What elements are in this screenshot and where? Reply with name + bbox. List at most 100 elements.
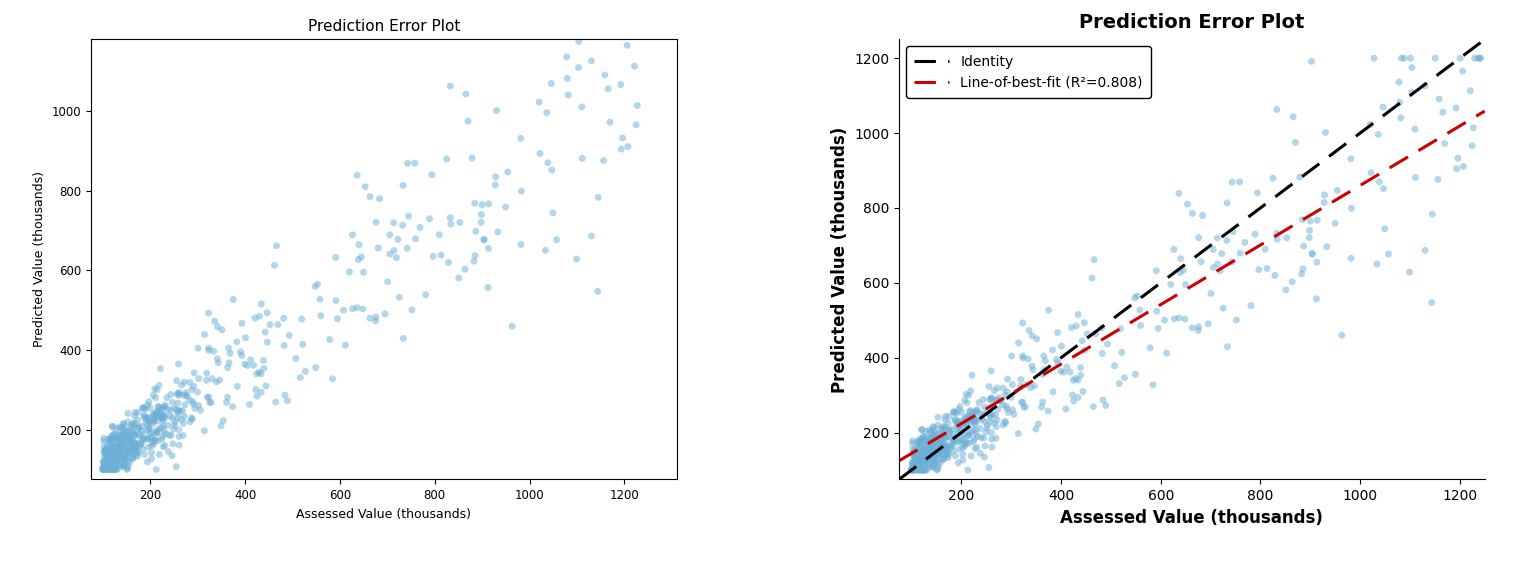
Point: [205, 377, 229, 386]
Point: [997, 408, 1021, 417]
Point: [111, 460, 135, 469]
Point: [126, 448, 150, 457]
Point: [917, 438, 941, 447]
Point: [486, 227, 511, 236]
Point: [333, 341, 358, 350]
Point: [911, 453, 935, 462]
Point: [233, 360, 258, 369]
Point: [1123, 370, 1147, 379]
Point: [120, 437, 144, 446]
Point: [986, 393, 1011, 402]
Point: [953, 430, 977, 439]
Point: [956, 415, 980, 424]
Point: [318, 335, 342, 344]
Point: [118, 434, 142, 443]
Point: [1053, 404, 1077, 413]
Point: [900, 463, 924, 472]
Point: [953, 396, 977, 405]
Point: [217, 359, 241, 368]
Point: [586, 193, 611, 202]
Point: [153, 429, 177, 438]
Point: [991, 384, 1015, 393]
Point: [609, 80, 633, 89]
Point: [900, 439, 924, 448]
Point: [1274, 285, 1298, 294]
Point: [126, 424, 150, 433]
Point: [429, 250, 453, 259]
Point: [127, 430, 152, 439]
Point: [168, 406, 192, 415]
Point: [132, 411, 156, 420]
Point: [544, 235, 568, 244]
Point: [124, 450, 148, 459]
Point: [224, 337, 248, 346]
Point: [926, 430, 950, 439]
Point: [500, 321, 524, 331]
Point: [162, 417, 186, 426]
Point: [930, 443, 954, 452]
Point: [953, 415, 977, 424]
Point: [121, 450, 145, 459]
Point: [105, 447, 129, 456]
Point: [111, 428, 135, 437]
Point: [911, 465, 935, 474]
Point: [103, 453, 127, 462]
Point: [904, 443, 929, 452]
Point: [1206, 259, 1230, 268]
Point: [188, 406, 212, 415]
Point: [147, 410, 171, 419]
Point: [158, 430, 182, 439]
Point: [1000, 380, 1024, 389]
Point: [912, 460, 936, 469]
Point: [102, 443, 126, 452]
Point: [1274, 233, 1298, 243]
Point: [1036, 407, 1060, 416]
Point: [98, 465, 123, 474]
Point: [118, 458, 142, 467]
Point: [112, 461, 136, 470]
Point: [400, 305, 424, 314]
Point: [903, 462, 927, 472]
Point: [1242, 230, 1267, 239]
Point: [1430, 108, 1454, 117]
Point: [167, 389, 191, 398]
Point: [950, 443, 974, 452]
Point: [970, 415, 994, 424]
Point: [265, 241, 289, 250]
Point: [1220, 258, 1244, 267]
Point: [1195, 319, 1220, 328]
Point: [123, 441, 147, 450]
Point: [923, 456, 947, 465]
Point: [162, 404, 186, 413]
Point: [556, 91, 580, 100]
Point: [245, 391, 270, 400]
Point: [923, 452, 947, 461]
Point: [162, 421, 186, 430]
Point: [929, 424, 953, 433]
Point: [967, 398, 991, 407]
Point: [948, 420, 973, 429]
Point: [1030, 402, 1054, 411]
Point: [92, 465, 117, 474]
Point: [98, 432, 123, 441]
Point: [1009, 375, 1033, 384]
Point: [145, 428, 170, 437]
Point: [932, 431, 956, 440]
Point: [1288, 173, 1312, 182]
Point: [476, 283, 500, 292]
Point: [97, 460, 121, 469]
Point: [117, 434, 141, 443]
Point: [1215, 199, 1239, 208]
Point: [102, 443, 126, 452]
Point: [98, 464, 123, 473]
Point: [294, 367, 318, 376]
Point: [427, 230, 451, 239]
Point: [907, 457, 932, 466]
Point: [956, 431, 980, 440]
Point: [123, 430, 147, 439]
Point: [1067, 376, 1091, 385]
Point: [192, 426, 217, 435]
Point: [103, 440, 127, 450]
Legend: Identity, Line-of-best-fit (R²=0.808): Identity, Line-of-best-fit (R²=0.808): [906, 46, 1151, 98]
Point: [130, 422, 155, 431]
